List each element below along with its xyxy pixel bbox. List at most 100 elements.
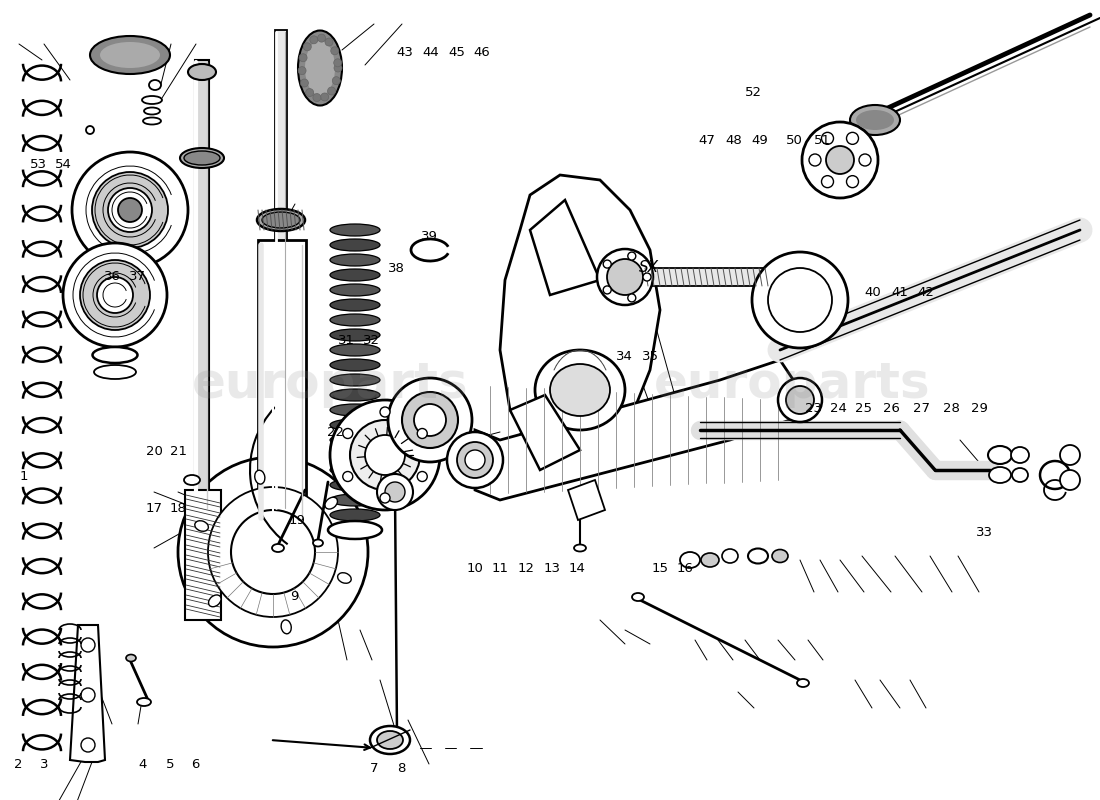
Ellipse shape — [330, 224, 380, 236]
Circle shape — [81, 738, 95, 752]
Circle shape — [822, 132, 834, 144]
Ellipse shape — [188, 64, 216, 80]
Circle shape — [379, 493, 390, 503]
Text: 41: 41 — [891, 286, 909, 298]
Text: 16: 16 — [676, 562, 694, 574]
Ellipse shape — [680, 552, 700, 568]
Circle shape — [306, 89, 313, 97]
Ellipse shape — [305, 41, 336, 95]
Circle shape — [321, 93, 329, 101]
Ellipse shape — [330, 329, 380, 341]
Circle shape — [377, 474, 412, 510]
Ellipse shape — [330, 254, 380, 266]
Text: 32: 32 — [363, 334, 381, 346]
Ellipse shape — [138, 698, 151, 706]
Circle shape — [331, 46, 339, 54]
Ellipse shape — [330, 374, 380, 386]
Ellipse shape — [262, 212, 300, 228]
Circle shape — [97, 277, 133, 313]
Circle shape — [312, 94, 321, 102]
Text: 11: 11 — [492, 562, 509, 574]
Circle shape — [299, 54, 307, 62]
Text: 51: 51 — [814, 134, 832, 146]
Text: 15: 15 — [651, 562, 669, 574]
Text: 17: 17 — [145, 502, 163, 514]
Text: 18: 18 — [169, 502, 187, 514]
Circle shape — [859, 154, 871, 166]
Ellipse shape — [126, 654, 136, 662]
Text: SX: SX — [639, 261, 659, 275]
Text: 8: 8 — [397, 762, 406, 774]
Circle shape — [802, 122, 878, 198]
Ellipse shape — [338, 573, 351, 583]
Ellipse shape — [330, 299, 380, 311]
Ellipse shape — [94, 365, 136, 379]
Ellipse shape — [772, 550, 788, 562]
Ellipse shape — [209, 595, 221, 606]
Circle shape — [333, 58, 342, 66]
Text: 7: 7 — [370, 762, 378, 774]
Ellipse shape — [257, 209, 305, 231]
Bar — [640, 268, 770, 286]
Text: 25: 25 — [855, 402, 872, 414]
Circle shape — [208, 487, 338, 617]
Ellipse shape — [850, 105, 900, 135]
Ellipse shape — [330, 479, 380, 491]
Polygon shape — [510, 395, 580, 470]
Ellipse shape — [330, 239, 380, 251]
Ellipse shape — [722, 549, 738, 563]
Circle shape — [318, 34, 326, 42]
Circle shape — [365, 435, 405, 475]
Ellipse shape — [330, 284, 380, 296]
Ellipse shape — [328, 521, 382, 539]
Text: 26: 26 — [882, 402, 900, 414]
Text: 2: 2 — [14, 758, 23, 770]
Ellipse shape — [330, 509, 380, 521]
Circle shape — [465, 450, 485, 470]
Text: 28: 28 — [943, 402, 960, 414]
Circle shape — [847, 132, 858, 144]
Ellipse shape — [142, 96, 162, 104]
Ellipse shape — [330, 419, 380, 431]
Text: 29: 29 — [970, 402, 988, 414]
Circle shape — [81, 688, 95, 702]
Text: 46: 46 — [473, 46, 491, 58]
Ellipse shape — [330, 404, 380, 416]
Text: 27: 27 — [913, 402, 931, 414]
Circle shape — [304, 42, 311, 50]
Circle shape — [414, 404, 446, 436]
Ellipse shape — [748, 549, 768, 563]
Ellipse shape — [701, 553, 719, 567]
Ellipse shape — [314, 539, 323, 546]
Text: 42: 42 — [917, 286, 935, 298]
Ellipse shape — [272, 544, 284, 552]
Text: 3: 3 — [40, 758, 48, 770]
Circle shape — [350, 420, 420, 490]
Circle shape — [388, 378, 472, 462]
Text: 50: 50 — [785, 134, 803, 146]
Circle shape — [417, 471, 427, 482]
Ellipse shape — [574, 545, 586, 551]
Ellipse shape — [535, 350, 625, 430]
Circle shape — [310, 36, 318, 44]
Circle shape — [385, 482, 405, 502]
Text: 5: 5 — [166, 758, 175, 770]
Circle shape — [786, 386, 814, 414]
Circle shape — [63, 243, 167, 347]
Text: 53: 53 — [30, 158, 47, 170]
Text: 34: 34 — [616, 350, 634, 362]
Text: 54: 54 — [55, 158, 73, 170]
Text: 1: 1 — [20, 470, 29, 482]
Text: 39: 39 — [420, 230, 438, 242]
Polygon shape — [70, 625, 104, 762]
Ellipse shape — [90, 36, 170, 74]
Text: 36: 36 — [103, 270, 121, 282]
Ellipse shape — [255, 470, 265, 484]
Text: 47: 47 — [698, 134, 716, 146]
Text: 45: 45 — [448, 46, 465, 58]
Circle shape — [607, 259, 644, 295]
Text: 6: 6 — [191, 758, 200, 770]
Ellipse shape — [184, 475, 200, 485]
Circle shape — [178, 457, 368, 647]
Ellipse shape — [1012, 468, 1028, 482]
